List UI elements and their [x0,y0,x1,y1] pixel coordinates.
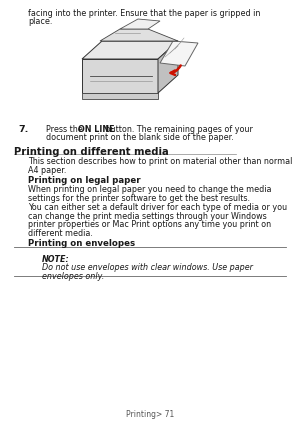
Text: A4 paper.: A4 paper. [28,165,66,174]
Text: envelopes only.: envelopes only. [42,271,104,280]
Text: When printing on legal paper you need to change the media: When printing on legal paper you need to… [28,185,272,194]
Text: 7.: 7. [18,125,28,134]
Polygon shape [82,60,158,94]
Text: button. The remaining pages of your: button. The remaining pages of your [103,125,253,134]
Text: different media.: different media. [28,228,93,237]
Text: printer properties or Mac Print options any time you print on: printer properties or Mac Print options … [28,219,271,228]
Text: Press the: Press the [46,125,85,134]
Polygon shape [160,42,198,67]
Text: Printing> 71: Printing> 71 [126,409,174,418]
Text: You can either set a default driver for each type of media or you: You can either set a default driver for … [28,203,287,212]
FancyArrowPatch shape [171,66,181,76]
Text: can change the print media settings through your Windows: can change the print media settings thro… [28,211,267,220]
Polygon shape [82,94,158,100]
Polygon shape [82,42,178,60]
Text: This section describes how to print on material other than normal: This section describes how to print on m… [28,157,292,166]
Polygon shape [158,42,178,94]
Text: Printing on different media: Printing on different media [14,147,169,157]
Polygon shape [120,20,160,30]
Text: ON LINE: ON LINE [77,125,114,134]
Text: Do not use envelopes with clear windows. Use paper: Do not use envelopes with clear windows.… [42,263,253,272]
Text: document print on the blank side of the paper.: document print on the blank side of the … [46,133,234,142]
Text: settings for the printer software to get the best results.: settings for the printer software to get… [28,193,250,202]
Text: place.: place. [28,17,52,26]
Text: Printing on legal paper: Printing on legal paper [28,176,141,184]
Polygon shape [100,30,178,42]
Text: Printing on envelopes: Printing on envelopes [28,238,135,247]
Text: NOTE:: NOTE: [42,254,70,263]
Text: facing into the printer. Ensure that the paper is gripped in: facing into the printer. Ensure that the… [28,9,260,18]
